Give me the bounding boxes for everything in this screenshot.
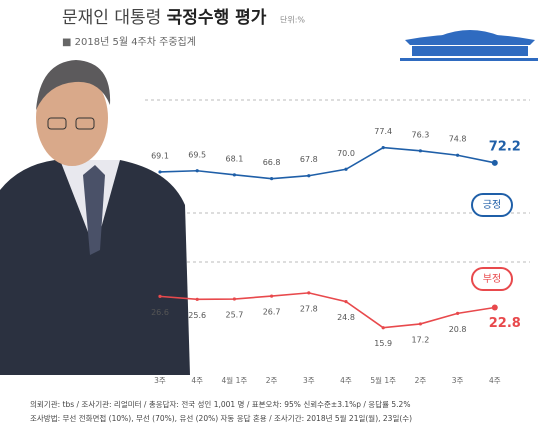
data-label: 20.8 [449, 325, 467, 334]
point [381, 326, 385, 330]
portrait [0, 60, 190, 375]
point [491, 159, 498, 166]
point [270, 294, 274, 298]
data-label: 15.9 [374, 339, 392, 348]
footer: 조사방법: 무선 전화면접 (10%), 무선 (70%), 유선 (20%) … [30, 413, 412, 423]
x-tick-label: 5월 1주 [370, 375, 396, 385]
point [381, 146, 385, 150]
point [232, 297, 236, 301]
data-label: 67.8 [300, 155, 318, 164]
data-label: 66.8 [263, 158, 281, 167]
point [195, 297, 199, 301]
data-label: 25.6 [188, 311, 206, 320]
series-line [159, 292, 495, 329]
point [344, 167, 348, 171]
series-line [159, 146, 495, 180]
data-label: 70.0 [337, 149, 355, 158]
point [456, 311, 460, 315]
legend-positive: 긍정 [483, 199, 501, 211]
legend-negative: 부정 [483, 273, 501, 285]
data-label: 26.6 [151, 308, 169, 317]
point [307, 291, 311, 295]
data-label: 25.7 [225, 311, 243, 320]
data-label: 26.7 [263, 308, 281, 317]
point [456, 153, 460, 157]
point [491, 304, 498, 311]
chart-title: 문재인 대통령 국정수행 평가 [62, 8, 267, 28]
x-tick-label: 4주 [489, 376, 501, 385]
bubbles [471, 193, 513, 291]
data-label: 22.8 [489, 316, 521, 331]
x-tick-label: 3주 [303, 376, 315, 385]
x-tick-label: 4월 1주 [222, 375, 248, 385]
title-part: 문재인 대통령 [62, 8, 161, 28]
point [270, 177, 274, 181]
x-tick-label: 4주 [191, 376, 203, 385]
point [232, 173, 236, 177]
x-tick-label: 3주 [154, 376, 166, 385]
point [418, 149, 422, 153]
data-label: 76.3 [411, 130, 429, 139]
point [158, 170, 162, 174]
data-label: 77.4 [374, 127, 392, 136]
title-bold: 국정수행 평가 [167, 8, 267, 28]
data-label: 69.1 [151, 151, 169, 160]
subtitle: ■ 2018년 5월 4주차 주중집계 [62, 36, 196, 48]
unit-label: 단위:% [280, 15, 305, 25]
x-tick-label: 3주 [452, 376, 464, 385]
point [344, 300, 348, 304]
logo [400, 30, 538, 61]
data-label: 72.2 [489, 139, 521, 154]
point [195, 169, 199, 173]
point [418, 322, 422, 326]
data-label: 68.1 [225, 154, 243, 163]
x-tick-label: 4주 [340, 376, 352, 385]
point [158, 294, 162, 298]
data-label: 27.8 [300, 304, 318, 313]
data-label: 69.5 [188, 150, 206, 159]
point [307, 174, 311, 178]
separator [145, 99, 530, 263]
x-tick-label: 2주 [266, 376, 278, 385]
data-label: 74.8 [449, 135, 467, 144]
data-label: 17.2 [411, 335, 429, 344]
data-label: 24.8 [337, 313, 355, 322]
x-tick-label: 2주 [415, 376, 427, 385]
footer: 의뢰기관: tbs / 조사기관: 리얼미터 / 총응답자: 전국 성인 1,0… [30, 399, 410, 409]
